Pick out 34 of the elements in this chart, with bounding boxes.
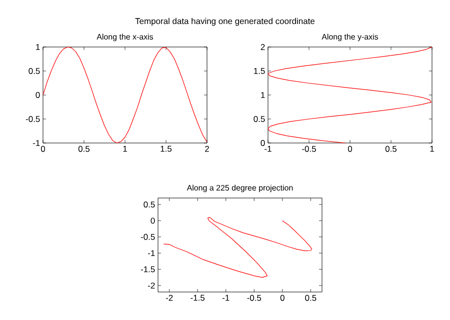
x-tick-label: -0.5 [302,146,316,152]
text: Temporal data having one generated coordinate [135,18,315,26]
y-tick-label: 1.5 [254,68,265,74]
x-tick-label: -2 [166,294,173,301]
x-tick-label: 1 [430,146,434,152]
x-tick-label: 0.5 [385,146,397,152]
x-tick-label: 2 [205,146,209,152]
y-tick-label: 0.5 [144,201,155,208]
x-tick-label: 1 [123,146,127,152]
x-tick-label: -1.5 [190,294,205,301]
y-tick-label: 1 [36,44,40,50]
y-tick-label: -1.5 [140,266,155,272]
y-tick-label: -2 [148,282,155,288]
line-series [43,47,208,143]
y-tick-label: -0.5 [26,116,40,122]
x-tick-label: 0 [348,146,352,152]
x-tick-label: -1 [264,146,272,152]
x-tick-label: 0.5 [78,146,90,152]
y-tick-label: -1 [32,140,40,146]
x-tick-label: 0 [40,146,46,152]
y-tick-label: 0.5 [254,116,265,122]
y-tick-label: 0 [36,92,40,98]
y-tick-label: 0 [150,218,155,224]
y-tick-label: 1 [261,92,265,98]
x-tick-label: -1 [222,294,230,301]
x-tick-label: 1.5 [160,146,172,152]
x-tick-label: 0 [280,294,284,301]
y-tick-label: 0.5 [28,68,40,74]
y-tick-label: -0.5 [140,234,155,240]
y-tick-label: -1 [148,250,155,256]
x-tick-label: 0.5 [305,294,316,301]
y-tick-label: 0 [260,140,265,146]
line-series [163,217,312,278]
y-tick-label: 2 [260,44,265,50]
